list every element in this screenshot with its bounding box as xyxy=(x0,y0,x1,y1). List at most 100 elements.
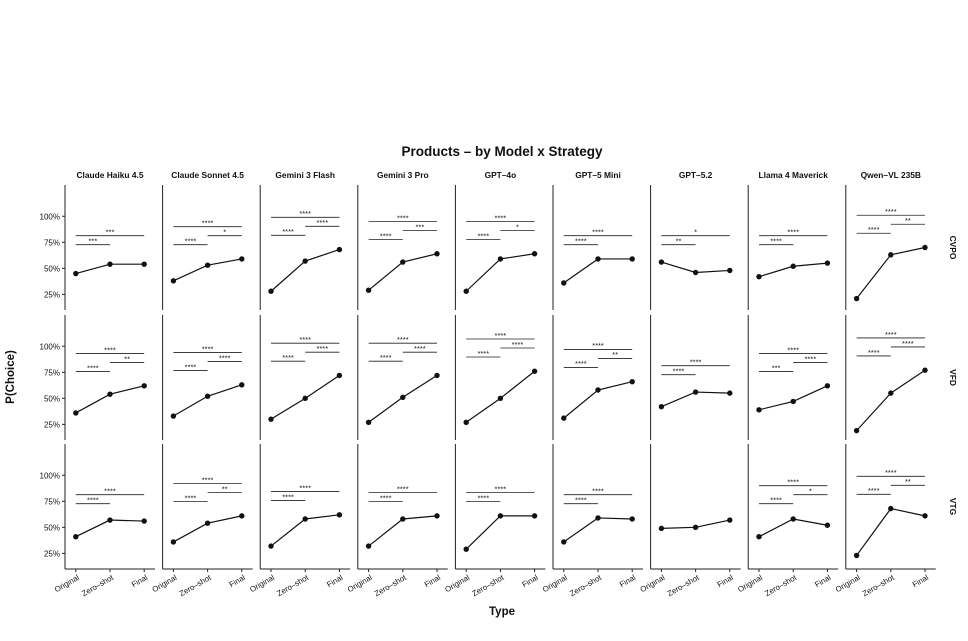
significance-label: **** xyxy=(185,362,197,371)
data-point xyxy=(463,546,469,552)
data-point xyxy=(302,258,308,264)
significance-label: **** xyxy=(885,468,897,477)
significance-label: **** xyxy=(575,359,587,368)
significance-label: **** xyxy=(87,496,99,505)
data-point xyxy=(302,395,308,402)
data-point xyxy=(141,383,147,389)
significance-label: * xyxy=(809,487,812,496)
data-point xyxy=(302,516,308,522)
significance-label: **** xyxy=(299,483,311,492)
x-tick-label: Final xyxy=(813,573,832,589)
data-point xyxy=(73,410,79,416)
x-tick-label: Zero–shot xyxy=(568,573,604,599)
data-point xyxy=(658,525,665,532)
data-point xyxy=(853,295,860,302)
x-tick-label: Final xyxy=(130,573,149,589)
series-line xyxy=(173,258,242,282)
significance-label: **** xyxy=(282,227,294,236)
data-point xyxy=(204,393,211,399)
significance-label: **** xyxy=(868,225,880,234)
significance-label: * xyxy=(694,228,697,237)
data-point xyxy=(434,513,440,519)
data-point xyxy=(824,522,831,528)
data-point xyxy=(336,372,343,379)
significance-label: **** xyxy=(690,358,702,367)
significance-label: ** xyxy=(905,216,911,225)
x-tick-label: Final xyxy=(618,573,637,589)
significance-label: **** xyxy=(202,219,214,228)
significance-label: **** xyxy=(104,487,116,496)
data-point xyxy=(497,256,504,262)
data-point xyxy=(888,252,894,258)
x-tick-label: Final xyxy=(423,573,442,589)
x-tick-label: Final xyxy=(716,573,735,589)
series-line xyxy=(368,253,438,291)
series-line xyxy=(173,515,242,543)
significance-label: **** xyxy=(868,348,880,357)
data-point xyxy=(692,524,699,531)
significance-label: **** xyxy=(804,354,816,363)
y-tick-label: 100% xyxy=(40,212,60,221)
significance-label: **** xyxy=(299,335,311,344)
data-point xyxy=(268,288,274,294)
facet-label-cvpo: CVPO xyxy=(948,236,958,260)
significance-label: **** xyxy=(673,367,685,376)
data-point xyxy=(561,415,567,421)
x-tick-label: Zero–shot xyxy=(861,573,897,599)
significance-label: **** xyxy=(202,475,214,484)
y-tick-label: 25% xyxy=(44,549,60,558)
x-tick-label: Original xyxy=(151,573,179,594)
data-point xyxy=(658,403,665,410)
data-point xyxy=(531,513,538,519)
significance-label: **** xyxy=(397,484,409,493)
data-point xyxy=(658,259,665,265)
data-point xyxy=(170,413,177,419)
x-tick-label: Original xyxy=(443,573,471,594)
data-point xyxy=(756,273,762,280)
significance-label: **** xyxy=(575,237,587,246)
data-point xyxy=(790,263,796,269)
data-point xyxy=(531,368,538,374)
facet-label-gpt-5-2: GPT–5.2 xyxy=(679,170,713,180)
data-point xyxy=(170,539,177,545)
significance-label: **** xyxy=(495,331,507,340)
y-tick-label: 25% xyxy=(44,290,60,299)
significance-label: **** xyxy=(885,207,897,216)
x-tick-label: Zero–shot xyxy=(373,573,409,599)
significance-label: **** xyxy=(868,486,880,495)
significance-label: **** xyxy=(477,349,489,358)
significance-label: ** xyxy=(676,237,682,246)
data-point xyxy=(922,367,928,373)
data-point xyxy=(107,391,113,397)
significance-label: **** xyxy=(380,231,392,240)
x-tick-label: Zero–shot xyxy=(80,573,116,599)
data-point xyxy=(824,260,831,266)
facet-label-gpt-4o: GPT–4o xyxy=(485,170,517,180)
significance-label: **** xyxy=(202,344,214,353)
significance-label: **** xyxy=(380,353,392,362)
series-line xyxy=(856,507,926,556)
y-tick-label: 50% xyxy=(44,394,60,403)
plot-area: Claude Haiku 4.5 Claude Sonnet 4.5 Gemini … xyxy=(40,170,958,598)
y-tick-label: 75% xyxy=(44,497,60,506)
significance-label: **** xyxy=(282,492,294,501)
data-point xyxy=(727,390,733,396)
x-tick-label: Original xyxy=(736,573,764,594)
facet-label-gpt-5-mini: GPT–5 Mini xyxy=(575,170,621,180)
x-tick-label: Zero–shot xyxy=(275,573,311,599)
significance-label: **** xyxy=(787,228,799,237)
facet-label-llama-4-maverick: Llama 4 Maverick xyxy=(759,170,829,180)
data-point xyxy=(204,520,211,526)
series-line xyxy=(465,515,535,550)
data-point xyxy=(141,261,147,267)
facet-label-vfd: VFD xyxy=(948,369,958,386)
significance-label: **** xyxy=(185,237,197,246)
data-point xyxy=(790,398,796,405)
data-point xyxy=(239,256,245,262)
significance-label: **** xyxy=(495,484,507,493)
significance-label: **** xyxy=(592,341,604,350)
data-point xyxy=(434,251,440,257)
significance-label: **** xyxy=(770,237,782,246)
data-point xyxy=(629,378,635,385)
